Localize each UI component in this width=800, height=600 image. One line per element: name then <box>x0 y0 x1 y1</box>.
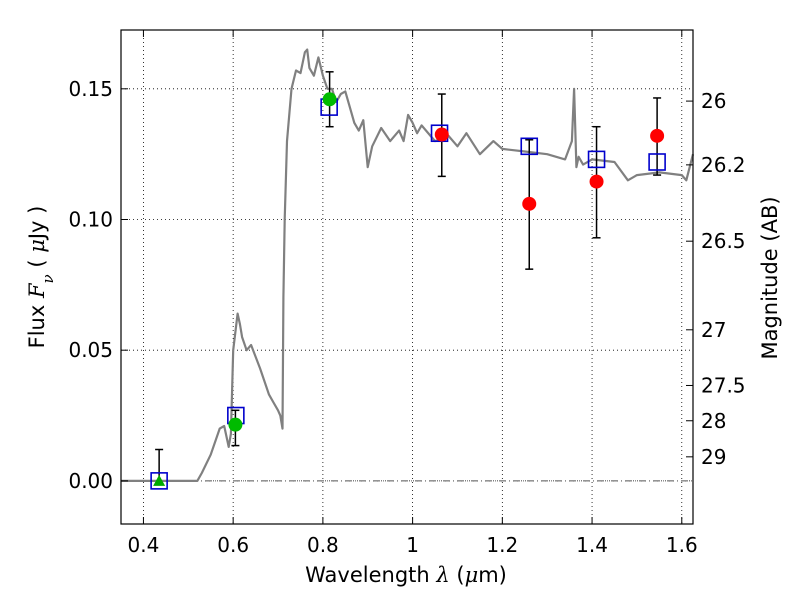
observed-point <box>589 174 604 189</box>
nu-subscript: ν <box>39 274 57 283</box>
right-axis-label: Magnitude (AB) <box>758 196 782 359</box>
x-axis-ticks: 0.4 0.6 0.8 1 1.2 1.4 1.6 <box>128 30 698 557</box>
x-tick-label: 1.2 <box>486 533 518 557</box>
right-tick-label: 27.5 <box>701 373 746 397</box>
y-tick-label: 0.05 <box>68 338 113 362</box>
x-tick-label: 1 <box>406 533 419 557</box>
right-tick-label: 28 <box>701 409 726 433</box>
mu-symbol: μ <box>465 563 479 587</box>
observed-point <box>434 127 449 142</box>
x-tick-label: 0.8 <box>307 533 339 557</box>
y-tick-label: 0.10 <box>68 207 113 231</box>
model-photometry-square <box>520 137 539 156</box>
right-tick-label: 27 <box>701 318 726 342</box>
right-axis-ticks: 26 26.2 26.5 27 27.5 28 29 <box>686 89 746 469</box>
y-mu-symbol: μ <box>25 239 49 253</box>
lambda-symbol: λ <box>435 563 449 587</box>
right-tick-label: 29 <box>701 445 726 469</box>
model-photometry-square <box>648 153 666 171</box>
markers <box>150 92 666 490</box>
x-axis-label: Wavelength λ (μm) <box>305 563 507 587</box>
x-tick-label: 0.4 <box>128 533 160 557</box>
x-tick-label: 1.6 <box>666 533 698 557</box>
plot-frame <box>120 29 694 525</box>
x-tick-label: 1.4 <box>576 533 608 557</box>
observed-point <box>228 417 243 432</box>
right-tick-label: 26.2 <box>701 153 746 177</box>
x-tick-label: 0.6 <box>217 533 249 557</box>
upper-limit-triangle <box>153 474 166 486</box>
model-spectrum <box>121 48 695 482</box>
x-axis-label-open: ( <box>450 563 465 587</box>
spectrum-line <box>121 48 695 482</box>
observed-point <box>522 196 537 211</box>
model-photometry-square <box>150 472 168 490</box>
model-photometry-square <box>587 150 606 169</box>
y-axis-label-text: Flux <box>25 298 49 348</box>
y-axis-label-unit: Jy ) <box>25 206 49 242</box>
right-tick-label: 26 <box>701 89 726 113</box>
flux-symbol: F <box>25 282 49 299</box>
observed-point <box>650 128 665 143</box>
x-axis-label-unit: m) <box>478 563 507 587</box>
observed-point <box>322 92 337 107</box>
y-tick-label: 0.15 <box>68 77 113 101</box>
y-axis-ticks: 0.00 0.05 0.10 0.15 <box>68 77 128 493</box>
plot-background <box>121 30 693 524</box>
y-tick-label: 0.00 <box>68 469 113 493</box>
y-axis-label-open: ( <box>25 253 49 275</box>
y-axis-label: Flux Fν ( μJy ) <box>25 206 57 349</box>
right-tick-label: 26.5 <box>701 229 746 253</box>
x-axis-label-text: Wavelength <box>305 563 436 587</box>
